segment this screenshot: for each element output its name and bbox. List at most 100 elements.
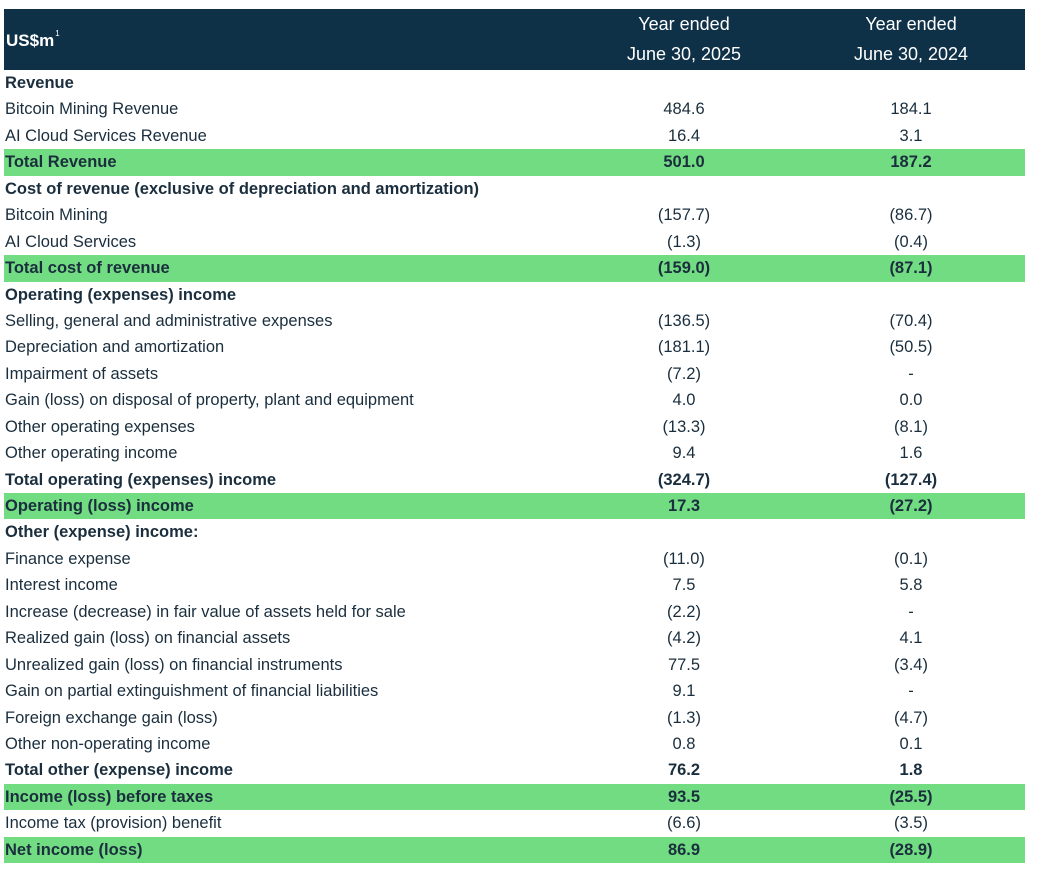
- row-label: Other (expense) income:: [5, 523, 199, 542]
- row-label: Foreign exchange gain (loss): [5, 708, 218, 727]
- value-2025: 4.0: [672, 391, 696, 410]
- footnote-marker: 1: [55, 29, 60, 39]
- table-row: Other operating expenses (13.3) (8.1): [4, 414, 1025, 440]
- row-label: Interest income: [5, 576, 118, 595]
- value-2025: 93.5: [667, 787, 701, 806]
- value-2024: -: [908, 602, 914, 621]
- value-2024: 184.1: [890, 100, 932, 119]
- column-header-2024: Year ended June 30, 2024: [811, 9, 1011, 69]
- row-label: AI Cloud Services: [5, 232, 137, 251]
- table-row: Selling, general and administrative expe…: [4, 308, 1025, 334]
- row-label: Operating (expenses) income: [5, 285, 237, 304]
- value-2024: (50.5): [889, 338, 933, 357]
- row-label: Revenue: [5, 74, 74, 92]
- value-2024: (4.7): [894, 708, 928, 727]
- table-header: US$m1 Year ended June 30, 2025 Year ende…: [4, 9, 1025, 70]
- value-2024: -: [908, 682, 914, 701]
- row-label: Bitcoin Mining Revenue: [5, 100, 179, 119]
- value-2025: 16.4: [667, 126, 701, 145]
- row-label: Net income (loss): [5, 840, 143, 859]
- unit-text: US$m: [6, 31, 55, 50]
- value-2024: 1.6: [899, 444, 923, 463]
- table-row: Impairment of assets (7.2) -: [4, 361, 1025, 387]
- value-2025: 0.8: [672, 734, 696, 753]
- row-label: AI Cloud Services Revenue: [5, 126, 207, 145]
- table-row: Bitcoin Mining (157.7) (86.7): [4, 202, 1025, 228]
- table-row: Gain (loss) on disposal of property, pla…: [4, 387, 1025, 413]
- value-2024: (86.7): [889, 206, 933, 225]
- value-2024: -: [908, 364, 914, 383]
- value-2025: 17.3: [667, 497, 701, 515]
- value-2024: 5.8: [899, 576, 923, 595]
- table-row: Interest income 7.5 5.8: [4, 572, 1025, 598]
- value-2024: (0.4): [894, 232, 928, 251]
- table-row: Income tax (provision) benefit (6.6) (3.5): [4, 810, 1025, 836]
- section-heading-row: Operating (expenses) income: [4, 282, 1025, 308]
- column-header-2025: Year ended June 30, 2025: [584, 9, 784, 69]
- value-2024: (87.1): [889, 259, 933, 278]
- row-label: Unrealized gain (loss) on financial inst…: [5, 655, 343, 674]
- row-label: Total other (expense) income: [5, 761, 233, 780]
- value-2025: (1.3): [667, 232, 701, 251]
- value-2025: 501.0: [663, 153, 705, 172]
- row-label: Impairment of assets: [5, 364, 159, 383]
- total-row: Operating (loss) income 17.3 (27.2): [4, 493, 1025, 520]
- value-2025: (6.6): [667, 814, 701, 833]
- row-label: Income (loss) before taxes: [5, 787, 214, 806]
- value-2025: (181.1): [657, 338, 711, 357]
- section-heading-row: Revenue: [4, 70, 1025, 96]
- row-label: Total Revenue: [5, 153, 117, 172]
- value-2025: 9.1: [672, 682, 696, 701]
- table-row: Bitcoin Mining Revenue 484.6 184.1: [4, 96, 1025, 122]
- table-row: Other operating income 9.4 1.6: [4, 440, 1025, 466]
- table-row: Other non-operating income 0.8 0.1: [4, 731, 1025, 757]
- table-body: Revenue Bitcoin Mining Revenue 484.6 184.1 A…: [4, 70, 1025, 864]
- value-2024: (27.2): [889, 497, 933, 515]
- value-2024: (25.5): [889, 787, 933, 806]
- value-2025: (159.0): [657, 259, 711, 278]
- value-2024: 4.1: [899, 629, 923, 648]
- row-label: Income tax (provision) benefit: [5, 814, 222, 833]
- section-heading-row: Other (expense) income:: [4, 519, 1025, 545]
- value-2025: (7.2): [667, 364, 701, 383]
- value-2024: (3.5): [894, 814, 928, 833]
- value-2025: (4.2): [667, 629, 701, 648]
- value-2024: 187.2: [890, 153, 932, 172]
- table-row: Increase (decrease) in fair value of ass…: [4, 599, 1025, 625]
- table-row: Depreciation and amortization (181.1) (50.…: [4, 334, 1025, 360]
- row-label: Gain (loss) on disposal of property, pla…: [5, 391, 414, 410]
- value-2024: (28.9): [889, 840, 933, 859]
- column-header-2024-line1: Year ended: [865, 14, 957, 34]
- value-2025: 9.4: [672, 444, 696, 463]
- value-2025: 484.6: [663, 100, 705, 119]
- value-2024: (8.1): [894, 417, 928, 436]
- row-label: Other operating income: [5, 444, 178, 463]
- value-2024: (70.4): [889, 311, 933, 330]
- unit-label: US$m1: [6, 29, 60, 51]
- value-2024: (3.4): [894, 655, 928, 674]
- value-2024: (127.4): [884, 470, 938, 489]
- table-row: Total other (expense) income 76.2 1.8: [4, 757, 1025, 783]
- value-2025: (136.5): [657, 311, 711, 330]
- row-label: Operating (loss) income: [5, 497, 194, 515]
- value-2025: 77.5: [667, 655, 701, 674]
- row-label: Other non-operating income: [5, 734, 211, 753]
- row-label: Increase (decrease) in fair value of ass…: [5, 602, 406, 621]
- table-row: Realized gain (loss) on financial assets…: [4, 625, 1025, 651]
- table-row: Finance expense (11.0) (0.1): [4, 546, 1025, 572]
- column-header-2025-line1: Year ended: [638, 14, 730, 34]
- value-2024: 1.8: [899, 761, 923, 780]
- row-label: Depreciation and amortization: [5, 338, 225, 357]
- row-label: Selling, general and administrative expe…: [5, 311, 333, 330]
- value-2025: (324.7): [657, 470, 711, 489]
- table-row: AI Cloud Services Revenue 16.4 3.1: [4, 123, 1025, 149]
- table-row: Total operating (expenses) income (324.7)…: [4, 467, 1025, 493]
- row-label: Other operating expenses: [5, 417, 195, 436]
- value-2025: 76.2: [667, 761, 701, 780]
- value-2025: (2.2): [667, 602, 701, 621]
- total-row: Total Revenue 501.0 187.2: [4, 149, 1025, 176]
- value-2024: (0.1): [894, 549, 928, 568]
- column-header-2025-line2: June 30, 2025: [626, 44, 742, 64]
- value-2025: (1.3): [667, 708, 701, 727]
- income-statement-table: US$m1 Year ended June 30, 2025 Year ende…: [4, 9, 1025, 864]
